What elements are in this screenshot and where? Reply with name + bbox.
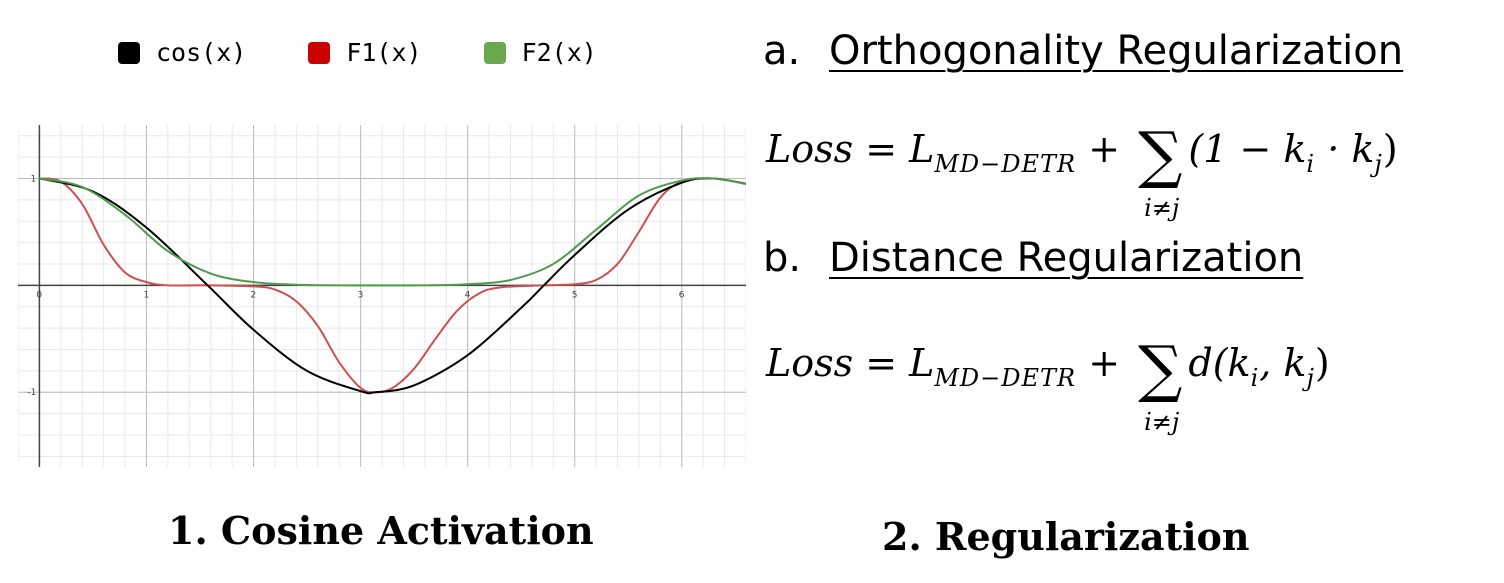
cosine-activation-chart: 0 1 2 3 4 5 6 1 -1 — [18, 125, 746, 467]
legend-swatch — [308, 41, 331, 64]
formula-term: · k — [1315, 127, 1375, 171]
l-subscript: MD−DETR — [934, 150, 1077, 178]
y-tick-label: 1 — [31, 174, 37, 184]
l-symbol: L — [909, 127, 935, 171]
formula-term: , k — [1259, 341, 1307, 385]
l-subscript: MD−DETR — [934, 364, 1077, 392]
kj-subscript: j — [1374, 150, 1383, 178]
legend-label: F2(x) — [521, 38, 597, 67]
series-line-f2x — [39, 177, 746, 287]
sum-subscript: i≠j — [1144, 408, 1180, 436]
sum-symbol: ∑ i≠j — [1138, 332, 1183, 436]
section-b-letter: b. — [763, 235, 802, 281]
x-tick-label: 1 — [143, 290, 149, 300]
sum-glyph: ∑ — [1138, 332, 1183, 405]
plus-sign: + — [1076, 127, 1133, 171]
x-tick-label: 0 — [36, 290, 42, 300]
formula-term: d(k — [1188, 341, 1251, 385]
chart-legend: cos(x) F1(x) F2(x) — [118, 38, 659, 67]
distance-loss-formula: Loss = LMD−DETR + ∑ i≠j d(ki, kj) — [766, 332, 1330, 436]
x-tick-label: 2 — [251, 290, 257, 300]
kj-subscript: j — [1306, 364, 1315, 392]
x-tick-label: 6 — [679, 290, 685, 300]
sum-subscript: i≠j — [1144, 194, 1180, 222]
loss-symbol: Loss — [766, 127, 854, 171]
equals-sign: = — [853, 341, 910, 385]
section-b-heading: b. Distance Regularization — [763, 235, 1303, 281]
legend-swatch — [483, 41, 506, 64]
legend-item-cos: cos(x) — [118, 38, 246, 67]
legend-label: cos(x) — [156, 38, 247, 67]
legend-item-f2: F2(x) — [483, 38, 597, 67]
x-tick-label: 5 — [572, 290, 578, 300]
legend-label: F1(x) — [346, 38, 422, 67]
sum-symbol: ∑ i≠j — [1138, 118, 1183, 222]
l-symbol: L — [909, 341, 935, 385]
caption-regularization: 2. Regularization — [882, 514, 1250, 559]
section-a-title: Orthogonality Regularization — [829, 28, 1404, 74]
caption-cosine-activation: 1. Cosine Activation — [168, 508, 594, 553]
section-a-letter: a. — [763, 28, 801, 74]
ki-subscript: i — [1306, 150, 1316, 178]
x-tick-label: 3 — [358, 290, 364, 300]
close-paren: ) — [1382, 127, 1398, 171]
orthogonality-loss-formula: Loss = LMD−DETR + ∑ i≠j (1 − ki · kj) — [766, 118, 1398, 222]
loss-symbol: Loss — [766, 341, 854, 385]
plus-sign: + — [1076, 341, 1133, 385]
close-paren: ) — [1314, 341, 1330, 385]
sum-glyph: ∑ — [1138, 118, 1183, 191]
section-a-heading: a. Orthogonality Regularization — [763, 28, 1403, 74]
legend-swatch — [118, 41, 140, 64]
formula-term: (1 − k — [1188, 127, 1307, 171]
section-b-title: Distance Regularization — [829, 235, 1304, 281]
equals-sign: = — [853, 127, 910, 171]
x-tick-label: 4 — [465, 290, 471, 300]
ki-subscript: i — [1250, 364, 1260, 392]
legend-item-f1: F1(x) — [308, 38, 422, 67]
y-tick-label: -1 — [27, 388, 36, 398]
